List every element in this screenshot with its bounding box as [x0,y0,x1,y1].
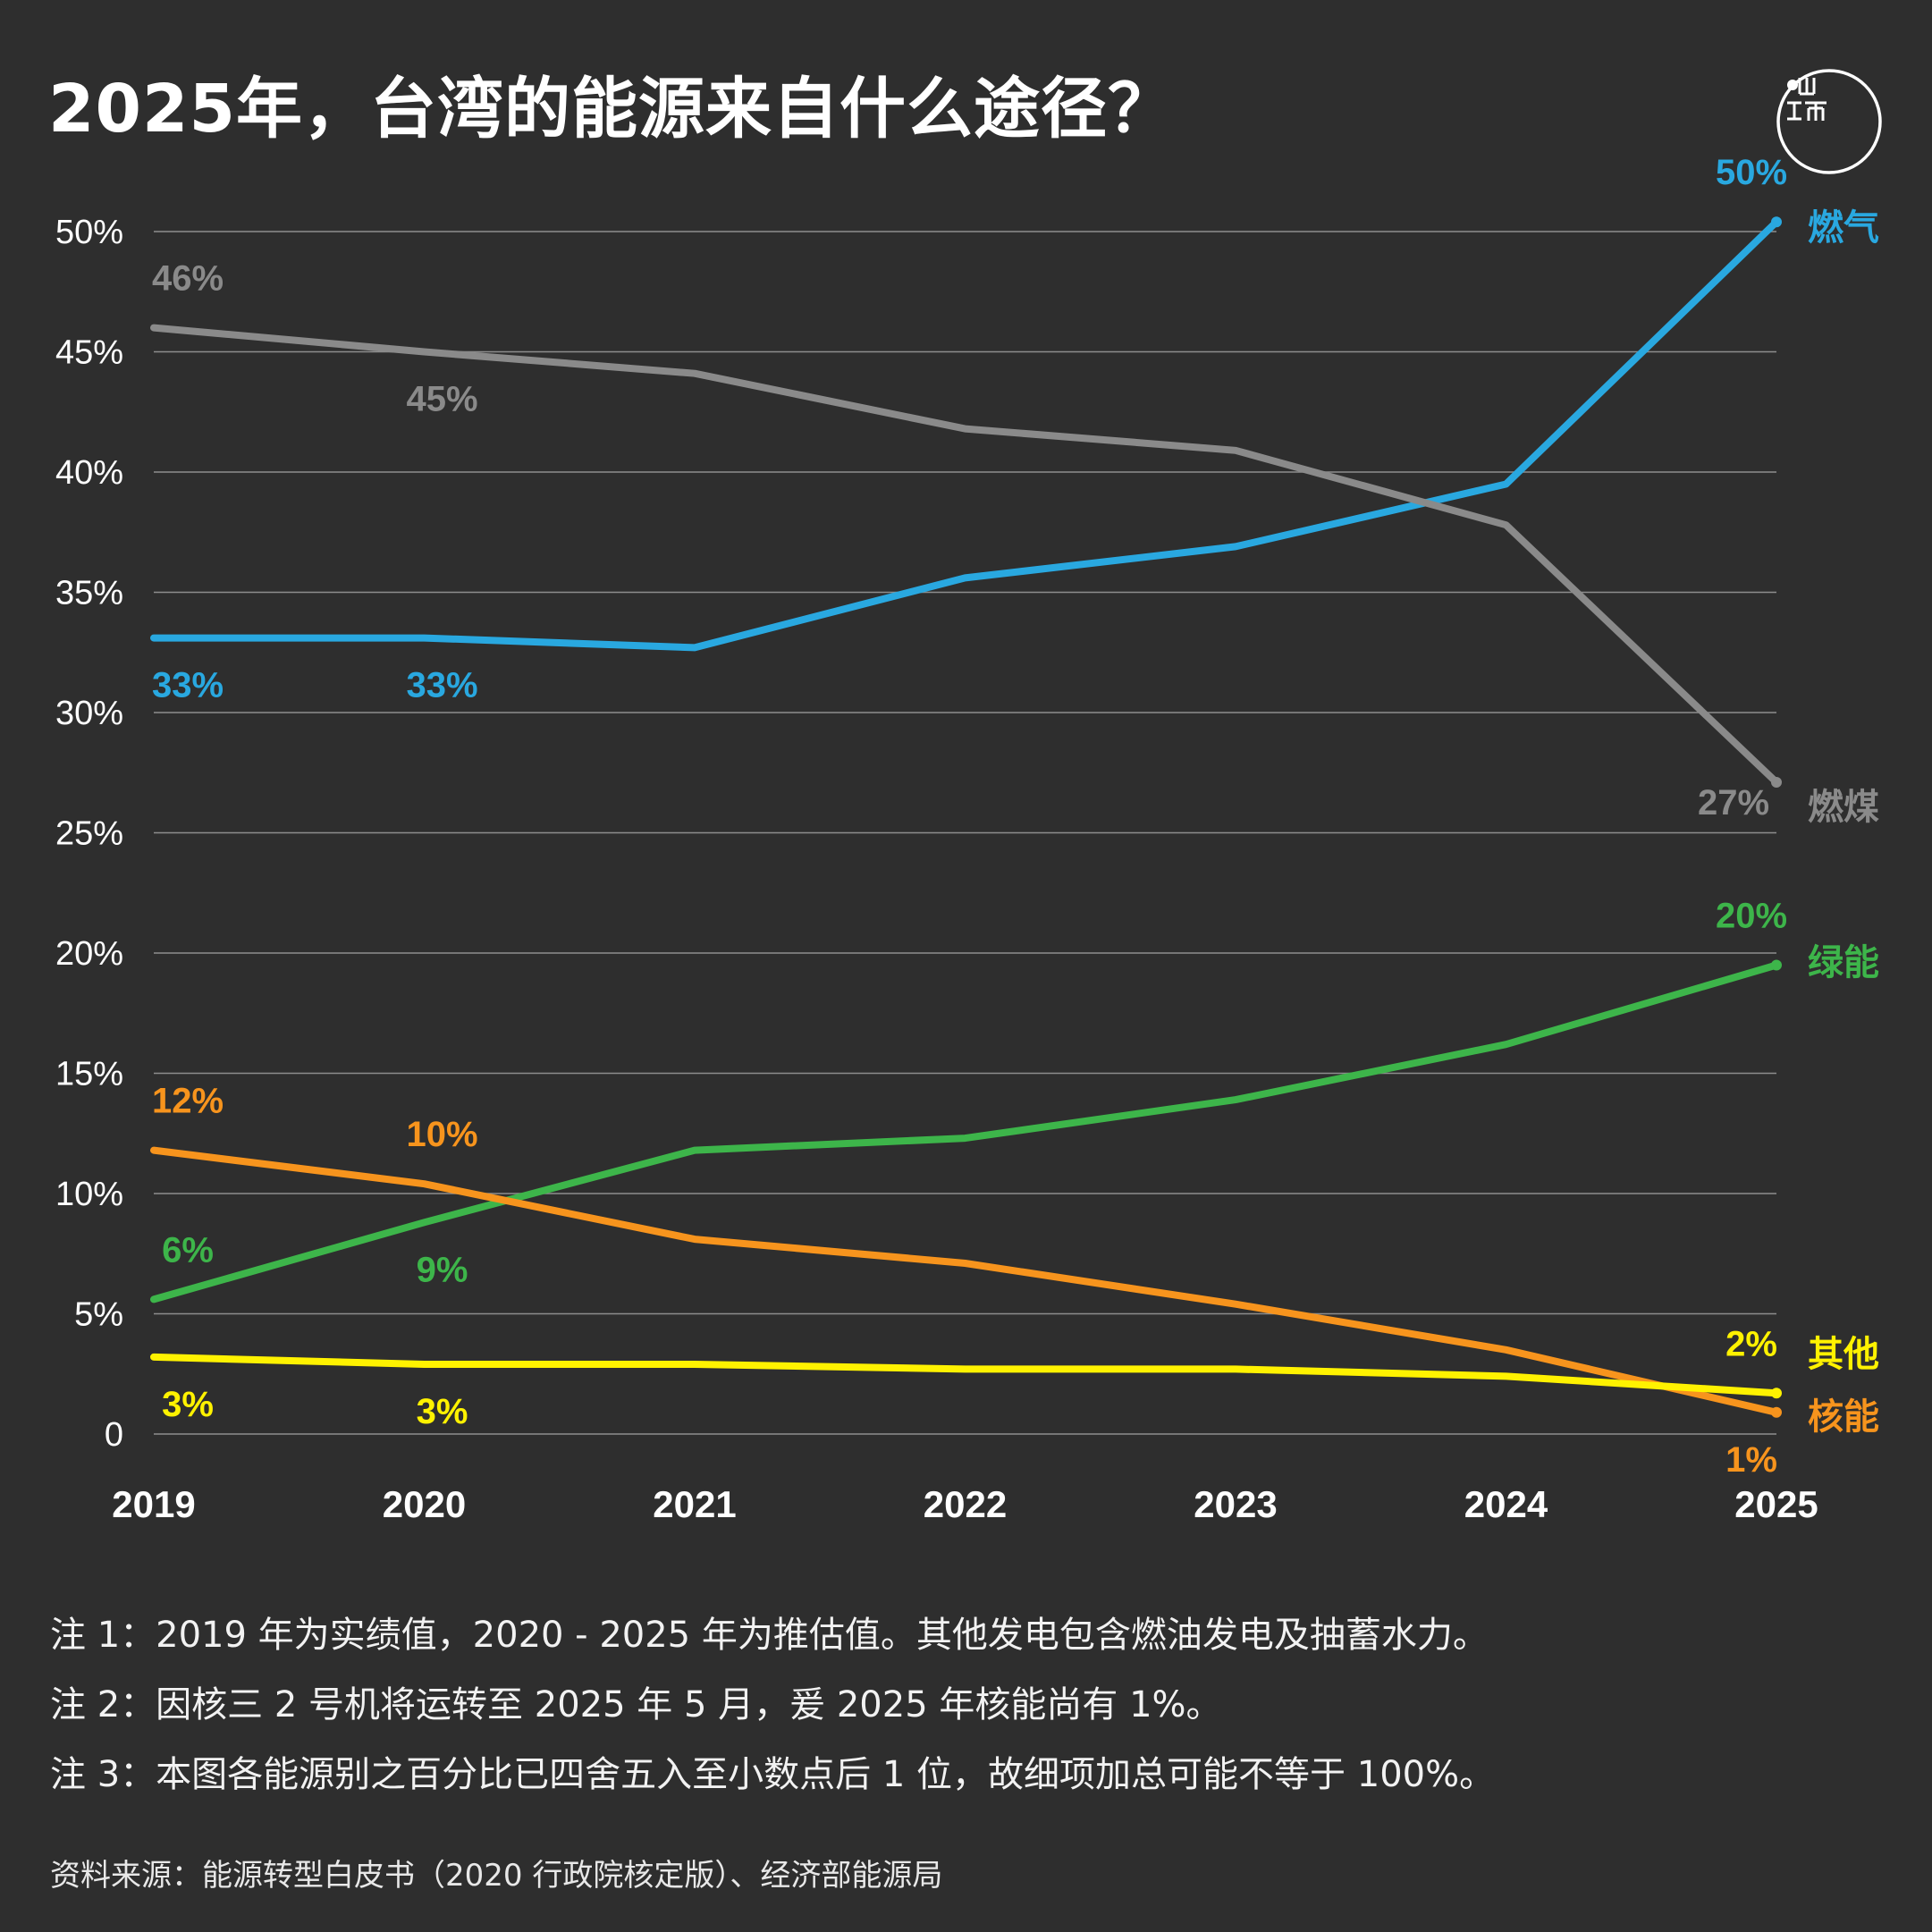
y-tick-label: 5% [74,1296,123,1334]
x-tick-label: 2022 [924,1483,1007,1525]
x-tick-label: 2021 [653,1483,736,1525]
series-line [150,961,1780,1303]
y-tick-label: 10% [55,1176,123,1213]
data-label: 1% [1725,1440,1777,1480]
series-name-label: 燃煤 [1808,787,1879,828]
initium-logo-icon [1776,69,1882,174]
line-chart: 0 5% 10% 15% 20% 25% 30% 35% 40% 45% 50% 2019 2020 20… [55,153,1879,1525]
series-name-label: 核能 [1808,1396,1879,1438]
notes: 注 1：2019 年为实绩值，2020 - 2025 年为推估值。其他发电包含燃… [50,1600,1495,1810]
source-credit: 资料来源：能源转型白皮书（2020 行政院核定版）、经济部能源局 [50,1858,943,1894]
data-label: 46% [152,259,224,299]
x-tick-label: 2023 [1194,1483,1277,1525]
y-tick-label: 15% [55,1056,123,1093]
series-name-label: 绿能 [1808,942,1879,983]
data-label: 2% [1725,1324,1777,1363]
note-1: 注 1：2019 年为实绩值，2020 - 2025 年为推估值。其他发电包含燃… [50,1615,1489,1656]
series-line [150,1353,1780,1397]
data-point [1771,777,1782,789]
y-tick-label: 35% [55,575,123,612]
y-tick-label: 25% [55,815,123,853]
y-tick-label: 0 [105,1416,123,1454]
y-tick-label: 20% [55,935,123,973]
series-name-label: 燃气 [1808,207,1879,249]
series-line [150,324,1780,786]
data-label: 27% [1698,783,1769,823]
data-label: 33% [406,666,477,705]
x-tick-label: 2025 [1734,1483,1818,1525]
data-label: 10% [406,1115,477,1154]
data-label: 3% [162,1385,214,1424]
data-label: 6% [162,1230,214,1270]
data-label: 45% [406,380,477,419]
data-label: 12% [152,1082,224,1121]
note-2: 注 2：因核三 2 号机将运转至 2025 年 5 月，爰 2025 年核能尚有… [50,1684,1222,1725]
data-point [1771,216,1782,228]
data-label: 9% [417,1250,468,1289]
y-tick-label: 40% [55,454,123,492]
series-line [150,1146,1780,1416]
note-3: 注 3：本图各能源别之百分比已四舍五入至小数点后 1 位，故细项加总可能不等于 … [50,1754,1496,1795]
data-point [1771,959,1782,971]
data-point [1771,1388,1782,1399]
x-tick-label: 2020 [383,1483,466,1525]
x-tick-label: 2024 [1464,1483,1548,1525]
series-name-label: 其他 [1808,1334,1879,1375]
y-tick-label: 50% [55,214,123,251]
data-label: 3% [417,1392,468,1431]
y-tick-label: 30% [55,695,123,732]
data-label: 33% [152,666,224,705]
data-label: 50% [1716,153,1787,192]
x-tick-label: 2019 [112,1483,195,1525]
y-tick-label: 45% [55,334,123,372]
data-label: 20% [1716,896,1787,935]
series-line [150,218,1780,652]
chart-title: 2025年，台湾的能源来自什么途径？ [48,71,1175,148]
data-point [1771,1406,1782,1418]
